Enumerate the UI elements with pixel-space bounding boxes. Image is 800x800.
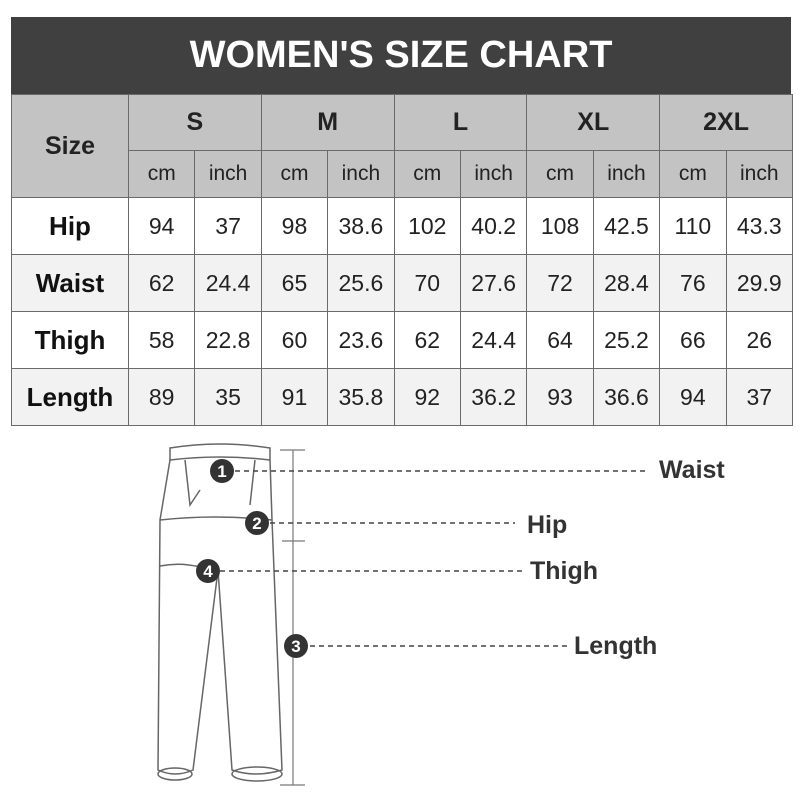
page-title: WOMEN'S SIZE CHART <box>11 17 791 94</box>
table-cell: 62 <box>393 311 461 369</box>
marker-circle <box>284 634 308 658</box>
size-corner-label: Size <box>11 94 129 198</box>
table-cell: 58 <box>127 311 196 369</box>
marker-number: 3 <box>291 637 300 656</box>
table-cell: 24.4 <box>459 311 528 369</box>
unit-header-row: cm inch cm inch cm inch cm inch cm inch <box>12 150 793 198</box>
unit-header: inch <box>725 150 793 198</box>
size-header-row: Size S M L XL 2XL <box>11 94 793 198</box>
unit-header: inch <box>194 150 262 198</box>
pants-diagram: 1 2 4 3 <box>157 443 645 786</box>
table-cell: 28.4 <box>592 254 661 312</box>
table-cell: 42.5 <box>592 197 661 255</box>
table-row: Hip 94 37 98 38.6 102 40.2 108 42.5 110 43.3 <box>11 197 793 255</box>
length-label: Length <box>574 632 658 660</box>
table-cell: 102 <box>393 197 461 255</box>
thigh-label: Thigh <box>530 557 599 585</box>
table-cell: 94 <box>127 197 196 255</box>
unit-header: cm <box>260 150 329 198</box>
table-row: Waist 62 24.4 65 25.6 70 27.6 72 28.4 76 29.9 <box>11 254 793 312</box>
table-row: Thigh 58 22.8 60 23.6 62 24.4 64 25.2 66 26 <box>11 311 793 369</box>
table-cell: 29.9 <box>725 254 793 312</box>
table-cell: 36.2 <box>459 368 528 426</box>
unit-header: cm <box>526 150 594 198</box>
unit-header: inch <box>459 150 528 198</box>
table-cell: 25.6 <box>327 254 395 312</box>
table-cell: 72 <box>526 254 594 312</box>
table-cell: 37 <box>725 368 793 426</box>
table-cell: 35 <box>194 368 262 426</box>
unit-header: inch <box>592 150 661 198</box>
table-cell: 89 <box>127 368 196 426</box>
table-cell: 38.6 <box>327 197 395 255</box>
table-cell: 98 <box>260 197 329 255</box>
table-row: Length 89 35 91 35.8 92 36.2 93 36.6 94 37 <box>11 368 793 426</box>
table-cell: 25.2 <box>592 311 661 369</box>
marker-number: 1 <box>217 462 226 481</box>
row-label: Thigh <box>11 311 129 369</box>
unit-header: cm <box>659 150 727 198</box>
table-cell: 108 <box>526 197 594 255</box>
table-cell: 110 <box>659 197 727 255</box>
table-cell: 40.2 <box>459 197 528 255</box>
table-cell: 43.3 <box>725 197 793 255</box>
waist-label: Waist <box>659 456 725 484</box>
table-cell: 64 <box>526 311 594 369</box>
row-label: Length <box>11 368 129 426</box>
marker-circle <box>245 511 269 535</box>
unit-header: cm <box>127 150 196 198</box>
table-cell: 94 <box>659 368 727 426</box>
unit-header: cm <box>393 150 461 198</box>
table-cell: 26 <box>725 311 793 369</box>
size-header: L <box>393 94 528 151</box>
size-header: S <box>128 94 262 151</box>
table-cell: 62 <box>127 254 196 312</box>
pants-outline <box>157 443 283 782</box>
table-cell: 22.8 <box>194 311 262 369</box>
marker-number: 4 <box>203 562 213 581</box>
table-cell: 36.6 <box>592 368 661 426</box>
leader-lines <box>220 470 645 647</box>
table-cell: 66 <box>659 311 727 369</box>
table-cell: 91 <box>260 368 329 426</box>
table-cell: 70 <box>393 254 461 312</box>
row-label: Hip <box>11 197 129 255</box>
marker-circle <box>196 559 220 583</box>
size-table: Size S M L XL 2XL cm inch cm inch cm inch cm in… <box>11 94 793 426</box>
table-cell: 60 <box>260 311 329 369</box>
size-header: M <box>260 94 395 151</box>
table-cell: 92 <box>393 368 461 426</box>
table-cell: 35.8 <box>327 368 395 426</box>
unit-header: inch <box>327 150 395 198</box>
table-cell: 24.4 <box>194 254 262 312</box>
table-cell: 23.6 <box>327 311 395 369</box>
table-cell: 37 <box>194 197 262 255</box>
hip-label: Hip <box>527 511 568 539</box>
measure-lines <box>280 449 305 786</box>
table-cell: 76 <box>659 254 727 312</box>
size-header: XL <box>526 94 661 151</box>
row-label: Waist <box>11 254 129 312</box>
table-cell: 93 <box>526 368 594 426</box>
table-cell: 27.6 <box>459 254 528 312</box>
marker-circle <box>210 459 234 483</box>
table-cell: 65 <box>260 254 329 312</box>
marker-number: 2 <box>252 514 261 533</box>
size-header: 2XL <box>659 94 793 151</box>
